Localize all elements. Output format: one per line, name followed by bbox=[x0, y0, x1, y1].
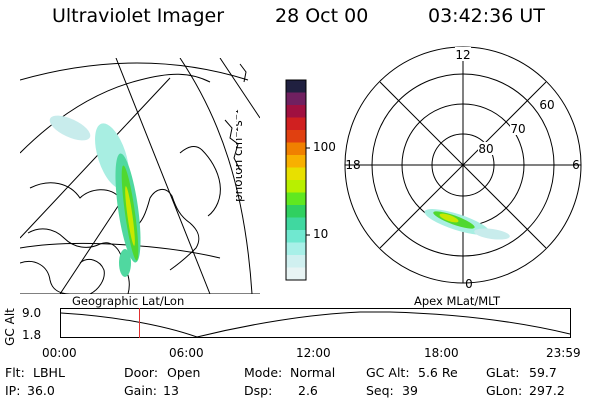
color-scale-stripe bbox=[286, 155, 306, 168]
color-scale-stripe bbox=[286, 80, 306, 93]
mlat-label-70: 70 bbox=[510, 122, 525, 136]
label-bg bbox=[478, 142, 494, 155]
color-scale-stripe bbox=[286, 142, 306, 156]
timeline-xtick-1800: 18:00 bbox=[424, 346, 459, 360]
colorbar-tick-100: 100 bbox=[313, 140, 336, 154]
mlt-label-18: 18 bbox=[345, 158, 360, 172]
aurora-emission-geo bbox=[49, 115, 141, 277]
status-gcalt-key: GC Alt: bbox=[366, 365, 410, 380]
lat-arc bbox=[20, 62, 249, 81]
color-scale-gradient bbox=[286, 80, 306, 281]
timeline-xtick-1200: 12:00 bbox=[296, 346, 331, 360]
status-door-value: Open bbox=[167, 365, 201, 380]
status-ip-key: IP: bbox=[5, 383, 21, 398]
timeline-xtick-0000: 00:00 bbox=[42, 346, 77, 360]
color-scale-unit: photon cm⁻²s⁻¹ bbox=[236, 109, 245, 202]
timeline-xtick-0600: 06:00 bbox=[169, 346, 204, 360]
status-seq-key: Seq: bbox=[366, 383, 394, 398]
status-gain-value: 13 bbox=[163, 383, 179, 398]
lat-arc bbox=[20, 242, 221, 259]
color-scale-stripe bbox=[286, 167, 306, 181]
color-scale-stripe bbox=[286, 105, 306, 118]
coastline bbox=[179, 145, 221, 217]
coastline bbox=[29, 182, 200, 271]
mlat-label-80: 80 bbox=[478, 142, 493, 156]
altitude-curve bbox=[60, 311, 571, 338]
status-seq-value: 39 bbox=[402, 383, 418, 398]
lon-line bbox=[115, 58, 211, 294]
mlt-label-6: 6 bbox=[572, 158, 580, 172]
timeline-xtick-2359: 23:59 bbox=[546, 346, 581, 360]
altitude-timeline bbox=[60, 308, 571, 338]
coastline bbox=[27, 228, 130, 294]
timeline-axis-label: GC Alt bbox=[2, 308, 17, 346]
color-scale-stripe bbox=[286, 180, 306, 193]
label-bg bbox=[539, 98, 555, 111]
status-gain-key: Gain: bbox=[124, 383, 157, 398]
status-glat-value: 59.7 bbox=[529, 365, 557, 380]
label-bg bbox=[510, 122, 526, 135]
color-scale-frame bbox=[285, 79, 307, 281]
lon-line bbox=[20, 77, 171, 239]
status-ip-value: 36.0 bbox=[27, 383, 55, 398]
status-glon-key: GLon: bbox=[486, 383, 523, 398]
aurora-emission-polar bbox=[424, 209, 510, 240]
timeline-axis-wrap: GC Alt bbox=[2, 306, 18, 350]
color-scale-stripe bbox=[286, 205, 306, 218]
mlt-label-12: 12 bbox=[455, 48, 470, 62]
instrument-title: Ultraviolet Imager bbox=[52, 5, 225, 27]
color-scale-stripe bbox=[286, 255, 306, 268]
status-gcalt-value: 5.6 Re bbox=[418, 365, 458, 380]
polar-plot: 12 6 0 18 60 70 80 bbox=[344, 46, 582, 291]
label-bg bbox=[455, 47, 471, 61]
color-scale-stripe bbox=[286, 130, 306, 143]
status-glat-key: GLat: bbox=[486, 365, 520, 380]
status-filter-key: Flt: bbox=[5, 365, 25, 380]
color-scale-stripe bbox=[286, 267, 306, 281]
status-mode-value: Normal bbox=[290, 365, 336, 380]
status-mode-key: Mode: bbox=[244, 365, 283, 380]
coastline bbox=[79, 259, 105, 294]
polar-caption: Apex MLat/MLT bbox=[414, 294, 501, 308]
mlt-label-0: 0 bbox=[465, 277, 473, 291]
header-date: 28 Oct 00 bbox=[275, 5, 369, 27]
color-scale-stripe bbox=[286, 217, 306, 231]
status-dsp-value: 2.6 bbox=[298, 383, 318, 398]
map-caption: Geographic Lat/Lon bbox=[72, 294, 185, 308]
coastline bbox=[239, 63, 247, 83]
header-time: 03:42:36 UT bbox=[428, 5, 545, 27]
coastline bbox=[224, 119, 241, 171]
lon-line bbox=[219, 58, 260, 119]
color-scale-stripe bbox=[286, 192, 306, 206]
status-door-key: Door: bbox=[124, 365, 159, 380]
color-scale-stripe bbox=[286, 230, 306, 243]
polar-meridian bbox=[379, 81, 547, 249]
timeline-ytick-bottom: 1.8 bbox=[22, 328, 42, 342]
status-dsp-key: Dsp: bbox=[244, 383, 273, 398]
color-scale-stripe bbox=[286, 117, 306, 131]
color-scale-stripe bbox=[286, 92, 306, 106]
status-filter-value: LBHL bbox=[33, 365, 65, 380]
color-scale-stripe bbox=[286, 242, 306, 256]
mlat-label-60: 60 bbox=[539, 98, 554, 112]
timeline-ytick-top: 9.0 bbox=[22, 306, 42, 320]
geographic-map bbox=[20, 58, 260, 294]
lon-line bbox=[179, 58, 253, 294]
color-scale: photon cm⁻²s⁻¹ bbox=[236, 79, 310, 281]
coastline bbox=[20, 261, 71, 294]
colorbar-tick-10: 10 bbox=[313, 227, 329, 241]
timeline-frame bbox=[60, 308, 571, 338]
status-glon-value: 297.2 bbox=[529, 383, 565, 398]
